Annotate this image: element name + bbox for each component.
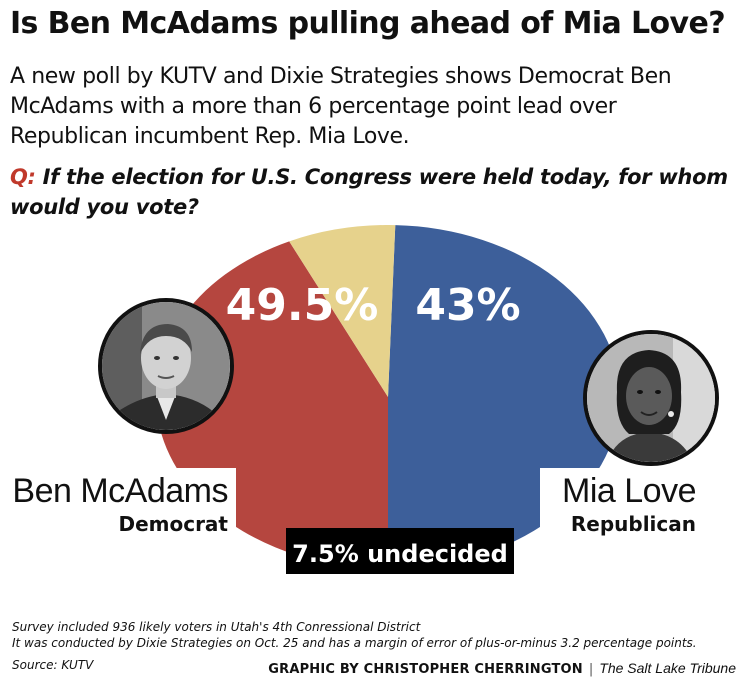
- publication-name: The Salt Lake Tribune: [599, 660, 736, 676]
- ben-mcadams-photo-icon: [102, 302, 230, 430]
- mia-love-photo-icon: [587, 334, 715, 462]
- mia-love-label: Mia Love Republican: [540, 468, 704, 544]
- data-label-undecided: 7.5% undecided: [286, 528, 514, 574]
- chart-subtitle: A new poll by KUTV and Dixie Strategies …: [10, 64, 672, 149]
- graphic-by: GRAPHIC BY CHRISTOPHER CHERRINGTON: [268, 662, 583, 677]
- question-text: If the election for U.S. Congress were h…: [10, 165, 728, 219]
- question-prefix: Q:: [10, 165, 36, 189]
- source-note: Source: KUTV: [12, 658, 94, 672]
- footnote-method: It was conducted by Dixie Strategies on …: [12, 636, 697, 650]
- ben-mcadams-label: Ben McAdams Democrat: [10, 468, 236, 544]
- data-label-democrat: 49.5%: [226, 280, 379, 331]
- poll-question: Q: If the election for U.S. Congress wer…: [10, 162, 745, 222]
- chart-title: Is Ben McAdams pulling ahead of Mia Love…: [10, 6, 726, 41]
- undecided-label-box: [286, 528, 514, 574]
- data-label-republican: 43%: [415, 280, 520, 331]
- slice-undecided: [289, 225, 396, 397]
- candidate-name: Mia Love: [562, 472, 696, 510]
- undecided-label-text: 7.5% undecided: [292, 540, 508, 568]
- credit-separator: |: [588, 662, 594, 677]
- footnote-survey: Survey included 936 likely voters in Uta…: [12, 620, 421, 634]
- graphic-credit: GRAPHIC BY CHRISTOPHER CHERRINGTON | The S…: [268, 660, 736, 677]
- ben-mcadams-portrait: [98, 298, 234, 434]
- mia-love-portrait: [583, 330, 719, 466]
- candidate-party: Democrat: [118, 512, 228, 536]
- candidate-party: Republican: [570, 512, 696, 536]
- candidate-name: Ben McAdams: [12, 472, 228, 510]
